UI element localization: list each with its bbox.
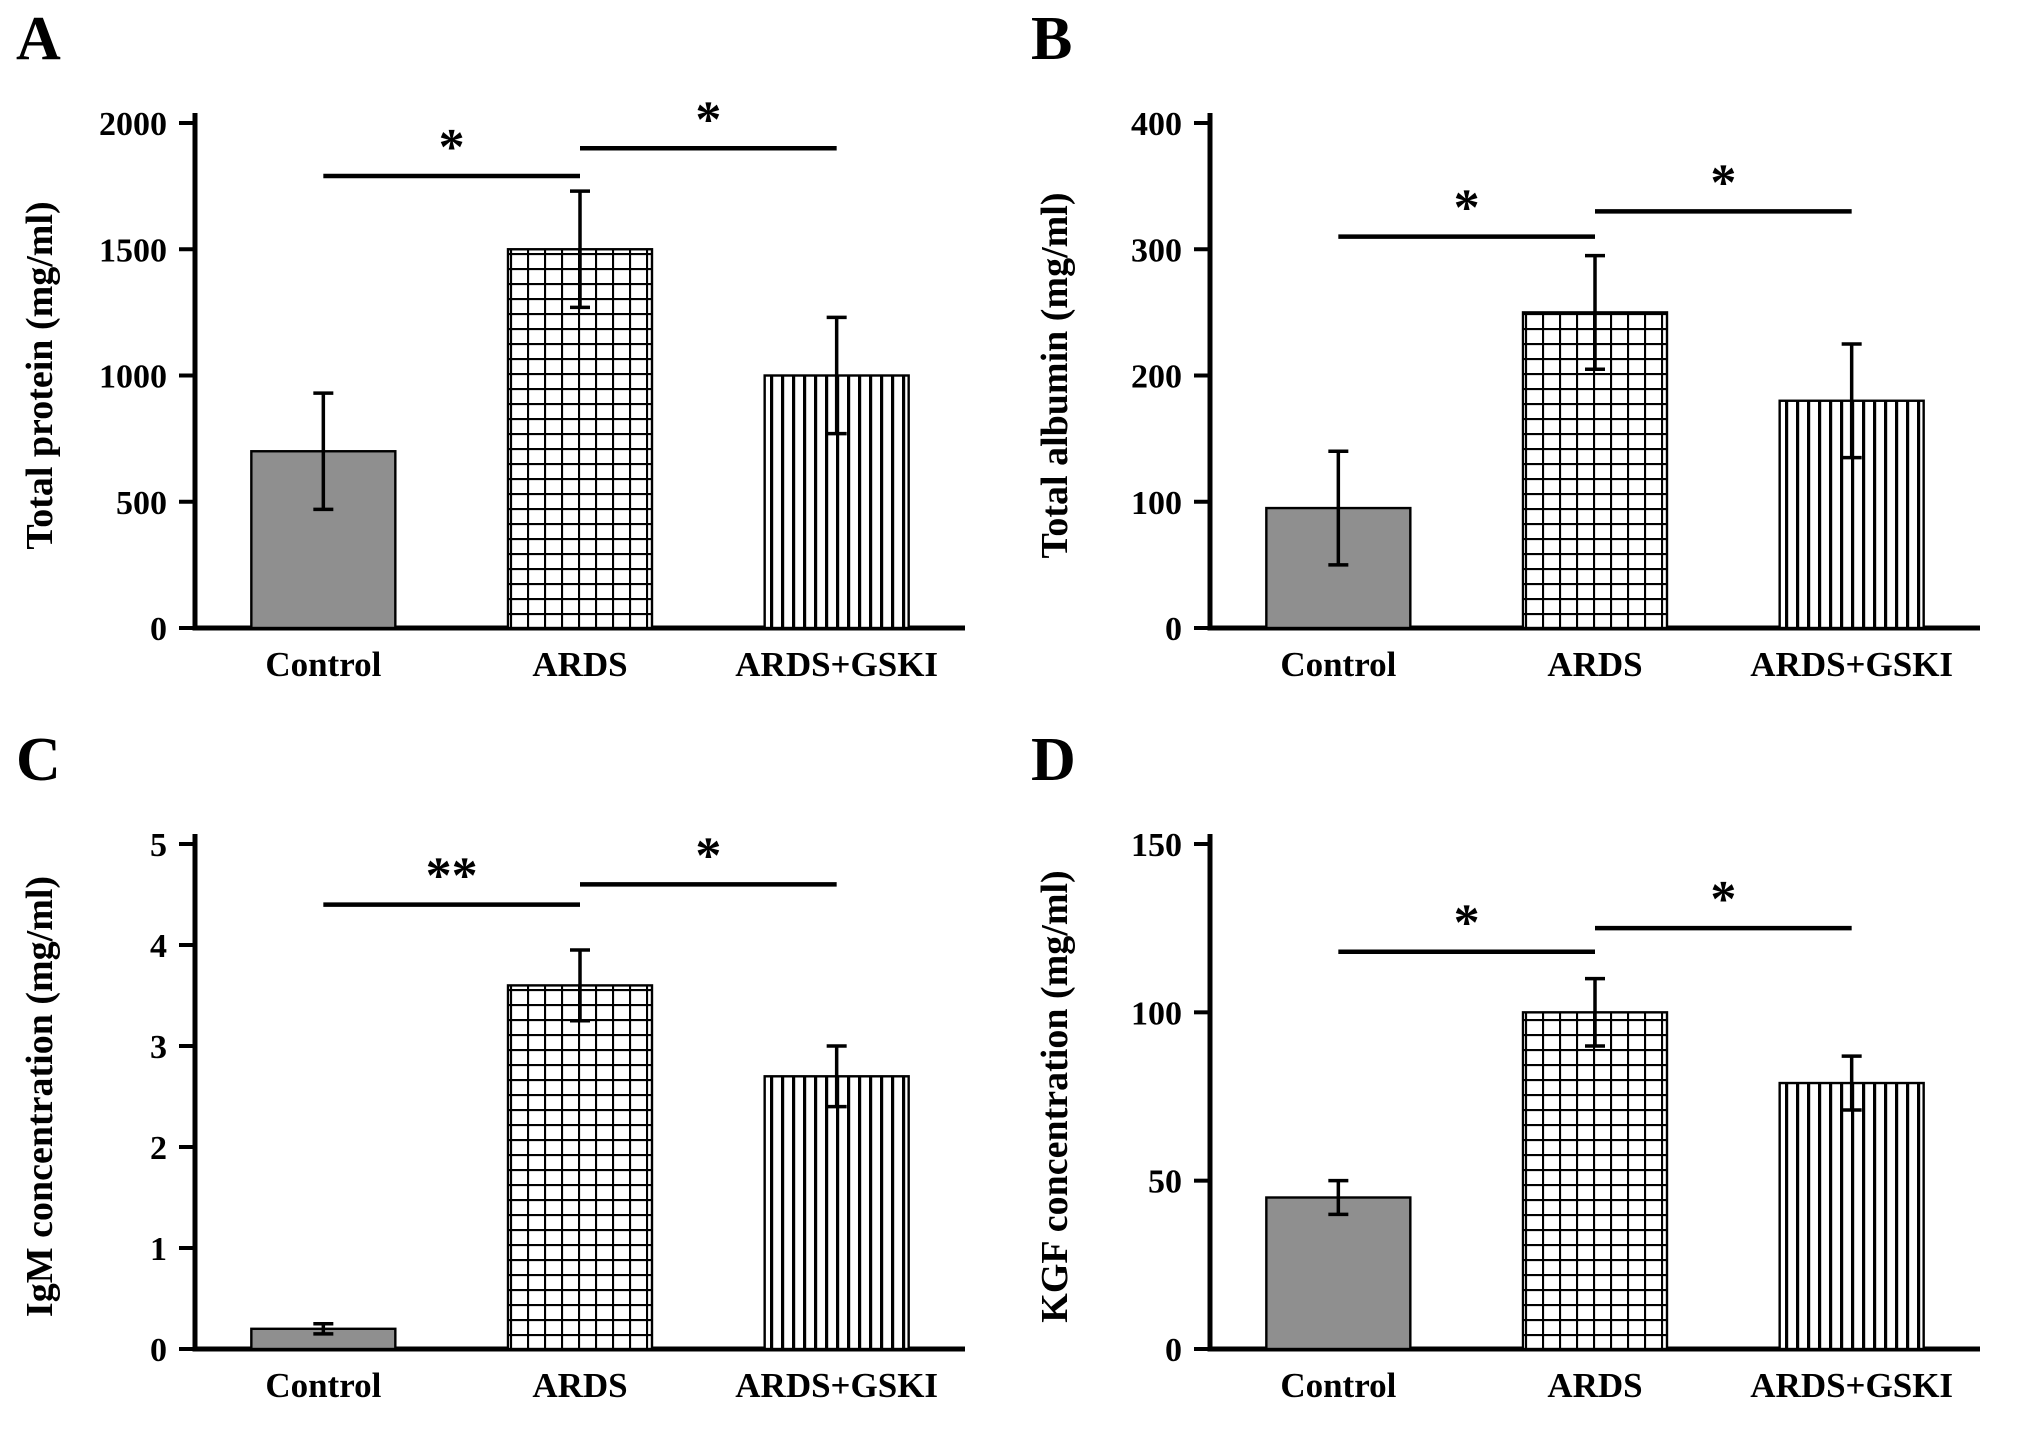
y-tick-label: 0 <box>150 611 167 648</box>
significance-label: * <box>439 119 465 176</box>
y-axis-label: KGF concentration (mg/ml) <box>1034 870 1076 1322</box>
y-tick-label: 1 <box>150 1231 167 1268</box>
significance-label: * <box>1454 180 1480 237</box>
panel-label-b: B <box>1031 5 1073 73</box>
bar <box>506 984 654 1351</box>
y-tick-label: 0 <box>1165 611 1182 648</box>
chart-svg: 0 100 200 300 400 Control ARDS ARDS+GSKI * * Total… <box>1034 106 1980 684</box>
category-label: ARDS <box>1547 645 1642 684</box>
panel-c: C 0 1 2 3 4 5 Control ARDS ARDS+GSKI ** * IgM conce… <box>0 721 1015 1442</box>
category-label: ARDS <box>532 1366 627 1405</box>
y-tick-label: 150 <box>1131 827 1182 864</box>
chart-total-protein: 0 500 1000 1500 2000 Control ARDS ARDS+GSKI * * To… <box>0 28 1015 718</box>
y-tick-label: 200 <box>1131 359 1182 396</box>
chart-svg: 0 500 1000 1500 2000 Control ARDS ARDS+GSKI * * To… <box>19 91 965 684</box>
y-tick-label: 100 <box>1131 995 1182 1032</box>
panel-label-a: A <box>16 5 61 73</box>
y-tick-label: 400 <box>1131 106 1182 143</box>
panel-b: B 0 100 200 300 400 Control ARDS ARDS+GSKI * * Tot… <box>1015 0 2031 721</box>
y-tick-label: 2000 <box>99 106 167 143</box>
significance-label: * <box>695 91 721 148</box>
category-label: Control <box>1280 645 1396 684</box>
panel-label-d: D <box>1031 726 1076 794</box>
y-tick-label: 1500 <box>99 232 167 269</box>
y-tick-label: 500 <box>116 485 167 522</box>
bar <box>1778 1081 1925 1351</box>
category-label: Control <box>265 1366 381 1405</box>
significance-label: * <box>1454 895 1480 952</box>
y-tick-label: 0 <box>1165 1332 1182 1369</box>
chart-igm-concentration: 0 1 2 3 4 5 Control ARDS ARDS+GSKI ** * IgM concent… <box>0 749 1015 1439</box>
category-label: ARDS <box>532 645 627 684</box>
chart-total-albumin: 0 100 200 300 400 Control ARDS ARDS+GSKI * * Total… <box>1015 28 2030 718</box>
significance-label: ** <box>426 848 478 905</box>
y-axis-label: Total protein (mg/ml) <box>19 201 61 549</box>
y-tick-label: 300 <box>1131 232 1182 269</box>
y-tick-label: 3 <box>150 1029 167 1066</box>
category-label: ARDS+GSKI <box>735 1366 938 1405</box>
y-tick-label: 5 <box>150 827 167 864</box>
y-tick-label: 4 <box>150 928 167 965</box>
panel-label-c: C <box>16 726 61 794</box>
y-axis-label: IgM concentration (mg/ml) <box>19 876 61 1317</box>
y-tick-label: 100 <box>1131 485 1182 522</box>
significance-label: * <box>695 827 721 884</box>
significance-label: * <box>1710 154 1736 211</box>
bar <box>1265 1196 1412 1351</box>
y-axis-label: Total albumin (mg/ml) <box>1034 193 1076 559</box>
y-tick-label: 0 <box>150 1332 167 1369</box>
category-label: Control <box>265 645 381 684</box>
panel-d: D 0 50 100 150 Control ARDS ARDS+GSKI * * KGF con… <box>1015 721 2031 1442</box>
y-tick-label: 2 <box>150 1130 167 1167</box>
bar <box>763 1075 910 1351</box>
bar <box>1521 1011 1669 1351</box>
chart-kgf-concentration: 0 50 100 150 Control ARDS ARDS+GSKI * * KGF conce… <box>1015 749 2030 1439</box>
category-label: ARDS+GSKI <box>1750 645 1953 684</box>
panel-a: A 0 500 1000 1500 2000 Control ARDS ARDS+GSKI * *… <box>0 0 1015 721</box>
category-label: ARDS+GSKI <box>1750 1366 1953 1405</box>
y-tick-label: 50 <box>1148 1164 1182 1201</box>
category-label: ARDS+GSKI <box>735 645 938 684</box>
category-label: Control <box>1280 1366 1396 1405</box>
category-label: ARDS <box>1547 1366 1642 1405</box>
y-tick-label: 1000 <box>99 359 167 396</box>
chart-svg: 0 50 100 150 Control ARDS ARDS+GSKI * * KGF conce… <box>1034 827 1980 1405</box>
bar <box>506 248 654 630</box>
significance-label: * <box>1710 871 1736 928</box>
